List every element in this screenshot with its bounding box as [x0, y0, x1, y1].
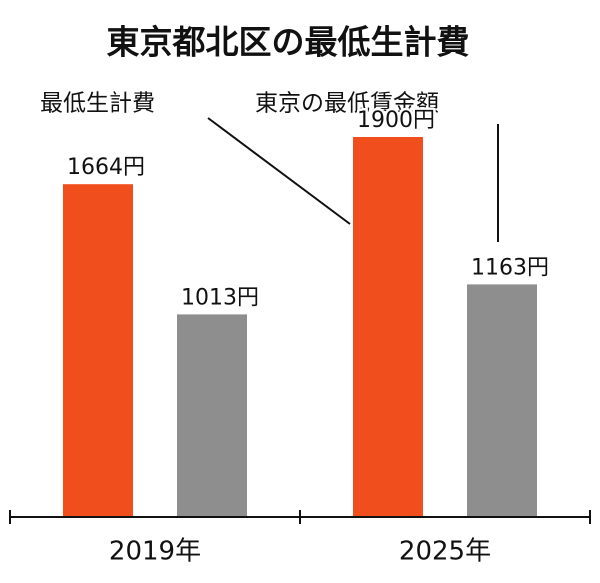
legend-label: 東京の最低賃金額	[255, 91, 439, 117]
value-label: 1900円	[357, 108, 435, 133]
value-label: 1664円	[67, 155, 145, 180]
chart-title: 東京都北区の最低生計費	[107, 23, 470, 62]
bar	[353, 137, 423, 517]
x-tick-label: 2025年	[399, 537, 491, 567]
x-tick-label: 2019年	[109, 537, 201, 567]
leader-line	[207, 117, 351, 225]
legend: 最低生計費 東京の最低賃金額	[40, 91, 499, 242]
bar	[63, 184, 133, 517]
bar	[177, 314, 247, 517]
legend-label: 最低生計費	[40, 91, 155, 117]
value-label: 1013円	[181, 285, 259, 310]
bar	[467, 284, 537, 517]
value-label: 1163円	[471, 255, 549, 280]
